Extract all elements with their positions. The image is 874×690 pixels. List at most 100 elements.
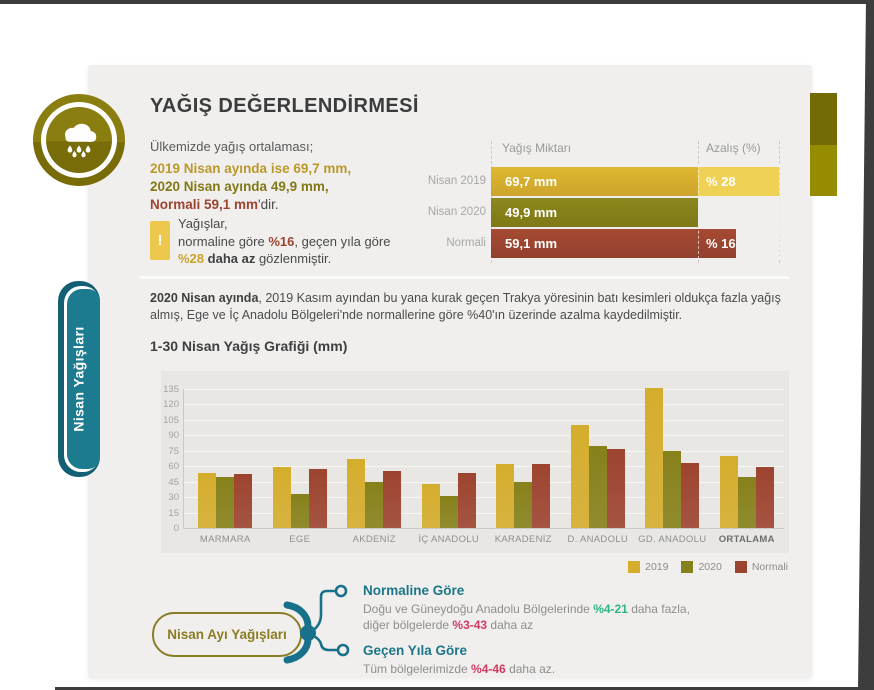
branch1-line1-post: daha fazla, bbox=[627, 602, 690, 616]
bar-2019-marmara bbox=[198, 473, 216, 528]
mini-bar-pct: % 16 bbox=[706, 236, 736, 251]
bar-chart-panel: 0 15 30 45 60 75 90 105 120 135 MARMARA EGE AKDENİZ İ… bbox=[161, 371, 789, 553]
y-tick-label: 15 bbox=[168, 507, 179, 519]
y-tick-label: 90 bbox=[168, 430, 179, 442]
y-axis bbox=[183, 389, 184, 528]
y-tick-label: 120 bbox=[163, 399, 179, 411]
branch1-line2-post: daha az bbox=[487, 618, 534, 632]
bar-2020-akdeni-z bbox=[365, 482, 383, 528]
x-category-label: ORTALAMA bbox=[718, 534, 775, 545]
note-line2-post: , geçen yıla göre bbox=[294, 233, 391, 249]
x-axis bbox=[183, 528, 784, 529]
section-divider bbox=[140, 276, 790, 279]
accent-block-dark bbox=[810, 93, 837, 145]
bar-2020-gd-anadolu bbox=[663, 451, 681, 528]
mini-row: Normali 59,1 mm % 16 bbox=[400, 229, 785, 258]
note-line1: Yağışlar, bbox=[178, 216, 228, 231]
note-line3-post: gözlenmiştir. bbox=[258, 251, 332, 266]
top-edge bbox=[0, 0, 874, 4]
mini-row-label: Nisan 2020 bbox=[427, 206, 486, 218]
bar-2019-d-anadolu bbox=[570, 425, 589, 528]
y-tick-label: 75 bbox=[168, 445, 179, 457]
bar-2019-ege bbox=[272, 467, 291, 528]
exclamation-icon: ! bbox=[150, 221, 170, 260]
legend-swatch bbox=[628, 561, 641, 573]
summary-normal-value: Normali 59,1 mm bbox=[150, 197, 259, 212]
x-category-label: GD. ANADOLU bbox=[638, 534, 707, 545]
mini-bar bbox=[491, 198, 698, 227]
note-pct-year: %28 bbox=[178, 251, 205, 266]
bar-2020-d-anadolu bbox=[588, 446, 607, 528]
cloud-rain-glyph bbox=[64, 123, 97, 158]
mini-bar bbox=[491, 229, 736, 258]
mini-chart: Yağış Miktarı Azalış (%) Nisan 2019 69,7 … bbox=[400, 141, 785, 266]
intro-paragraph: 2020 Nisan ayında, 2019 Kasım ayından bu… bbox=[150, 290, 792, 324]
bar-2019-akdeni-z bbox=[347, 459, 365, 528]
mini-row-label: Nisan 2019 bbox=[427, 175, 486, 187]
mini-bar-value: 59,1 mm bbox=[505, 236, 558, 251]
x-category-label: AKDENİZ bbox=[352, 534, 396, 545]
legend-swatch bbox=[734, 561, 747, 573]
dashed-guide-overlay-2 bbox=[779, 165, 780, 259]
mini-bar-pct: % 28 bbox=[706, 174, 736, 189]
x-category-label: EGE bbox=[289, 534, 311, 545]
y-tick-label: 60 bbox=[168, 461, 179, 473]
bar-2020-ortalama bbox=[737, 477, 756, 528]
note-line2-pre: normaline göre bbox=[178, 233, 269, 249]
note-pct-normal: %16 bbox=[268, 233, 295, 249]
gridline bbox=[183, 404, 784, 406]
branch2-line-pre: Tüm bölgelerimizde bbox=[363, 662, 472, 676]
y-tick-label: 0 bbox=[173, 523, 179, 534]
legend-item: 2020 bbox=[681, 561, 722, 573]
gridline bbox=[183, 481, 784, 483]
branch2-pct-pink: %4-46 bbox=[471, 662, 506, 676]
chart-title: 1-30 Nisan Yağış Grafiği (mm) bbox=[150, 338, 348, 354]
right-edge bbox=[858, 0, 874, 690]
legend-label: 2020 bbox=[698, 561, 722, 573]
bar-Normali-akdeni-z bbox=[383, 471, 401, 528]
bar-2019-gd-anadolu bbox=[645, 388, 663, 528]
mini-bar-value: 49,9 mm bbox=[505, 205, 558, 220]
branch2-line-post: daha az. bbox=[505, 662, 556, 676]
bar-Normali-i-anadolu bbox=[457, 473, 476, 528]
bar-2019-ortalama bbox=[719, 456, 738, 528]
side-tab[interactable] bbox=[67, 289, 100, 469]
gridline bbox=[183, 497, 784, 499]
summary-intro: Ülkemizde yağış ortalaması; bbox=[150, 139, 314, 154]
legend-swatch bbox=[681, 561, 694, 573]
x-category-label: D. ANADOLU bbox=[567, 534, 629, 545]
gridline bbox=[183, 512, 784, 514]
side-tab-label: Nisan Yağışları bbox=[71, 326, 88, 432]
legend-item: 2019 bbox=[628, 561, 668, 573]
mini-col-pct-header: Azalış (%) bbox=[706, 141, 761, 155]
mini-bar-value: 69,7 mm bbox=[505, 174, 558, 189]
topic-pill-label: Nisan Ayı Yağışları bbox=[167, 627, 287, 642]
branch1-title: Normaline Göre bbox=[363, 583, 465, 598]
brace-connector-icon bbox=[283, 584, 350, 664]
branch1-pct-pink: %3-43 bbox=[452, 618, 488, 632]
accent-block-bright bbox=[810, 145, 837, 196]
summary-line-2020: 2020 Nisan ayında 49,9 mm, bbox=[150, 179, 329, 194]
gridline bbox=[183, 450, 784, 452]
bar-Normali-karadeni-z bbox=[532, 464, 550, 528]
bar-Normali-ege bbox=[308, 469, 327, 528]
gridline bbox=[183, 419, 784, 421]
paragraph-rest: , 2019 Kasım ayından bu yana kurak geçen… bbox=[150, 291, 781, 322]
paragraph-bold: 2020 Nisan ayında bbox=[150, 291, 259, 305]
y-tick-label: 45 bbox=[168, 476, 179, 488]
summary-normal-suffix: 'dir. bbox=[258, 197, 279, 212]
note-text: Yağışlar, normaline göre %16, geçen yıla… bbox=[178, 215, 390, 268]
legend-label: Normali bbox=[751, 561, 788, 573]
page-title: YAĞIŞ DEĞERLENDİRMESİ bbox=[150, 95, 419, 117]
bar-2020-ege bbox=[290, 494, 309, 528]
x-category-label: KARADENİZ bbox=[494, 534, 552, 545]
gridline bbox=[183, 389, 784, 390]
mini-row: Nisan 2019 69,7 mm % 28 bbox=[400, 167, 785, 196]
icon-disc bbox=[46, 107, 112, 173]
mini-col-value-header: Yağış Miktarı bbox=[502, 141, 572, 155]
x-category-label: MARMARA bbox=[199, 534, 251, 545]
bar-2020-karadeni-z bbox=[514, 482, 532, 528]
gridline bbox=[183, 466, 784, 468]
mini-row: Nisan 2020 49,9 mm bbox=[400, 198, 785, 227]
